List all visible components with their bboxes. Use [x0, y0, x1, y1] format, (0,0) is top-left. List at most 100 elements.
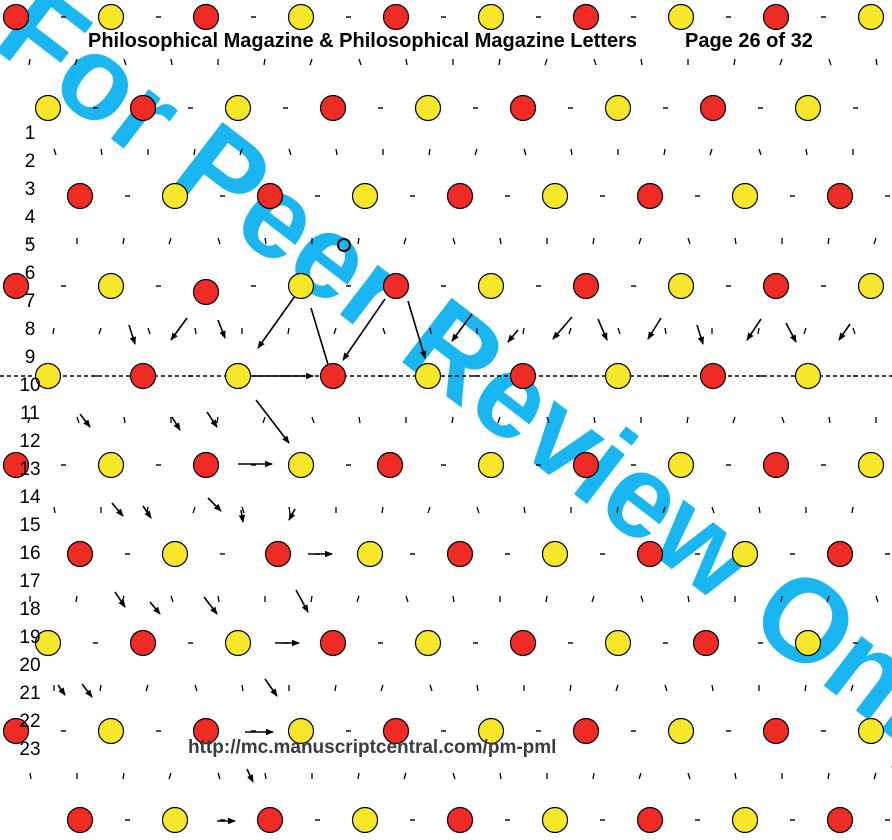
tick-mark: [53, 148, 57, 156]
atom-red: [192, 3, 220, 31]
tick-mark: [522, 327, 525, 335]
atom-yellow: [477, 451, 505, 479]
atom-red: [826, 182, 854, 210]
line-number: 15: [19, 515, 41, 536]
atom-red: [826, 540, 854, 568]
atom-red: [2, 451, 30, 479]
displacement-arrow: [206, 411, 218, 428]
tick-mark: [145, 684, 149, 692]
line-number: 7: [24, 291, 36, 312]
displacement-arrow: [149, 601, 161, 615]
atom-yellow: [731, 540, 759, 568]
tick-mark: [357, 237, 360, 245]
tick-mark: [29, 772, 32, 780]
atom-yellow: [604, 362, 632, 390]
displacement-arrow: [255, 399, 290, 444]
tick-mark: [403, 237, 407, 245]
atom-yellow: [287, 272, 315, 300]
atom-red: [762, 3, 790, 31]
atom-yellow: [287, 451, 315, 479]
atom-yellow: [857, 3, 885, 31]
tick-mark: [640, 595, 644, 603]
atom-yellow: [414, 362, 442, 390]
atom-lattice: [2, 3, 885, 834]
tick-mark: [523, 506, 526, 514]
tick-mark: [827, 772, 830, 780]
displacement-arrow: [552, 316, 573, 340]
tick-mark: [241, 684, 244, 692]
tick-mark: [264, 772, 267, 780]
tick-mark: [335, 148, 338, 156]
tick-mark: [382, 327, 386, 335]
atom-red: [572, 717, 600, 745]
tick-mark: [333, 327, 337, 335]
tick-mark: [850, 684, 854, 692]
displacement-arrow: [238, 509, 246, 523]
tick-mark: [403, 772, 407, 780]
atom-yellow: [794, 629, 822, 657]
displacement-arrow: [81, 683, 93, 698]
tick-mark: [875, 595, 879, 603]
displacement-arrow: [597, 318, 608, 341]
tick-mark: [123, 416, 126, 424]
displacement-arrow: [785, 322, 797, 343]
displacement-arrow: [203, 596, 218, 615]
tick-mark: [263, 58, 266, 66]
atom-red: [129, 362, 157, 390]
line-number: 3: [24, 179, 36, 200]
tick-mark: [828, 58, 832, 66]
atom-red: [382, 3, 410, 31]
tick-mark: [451, 416, 454, 424]
line-number: 10: [19, 375, 41, 396]
displacement-arrow: [207, 497, 222, 512]
tick-mark: [616, 506, 619, 514]
tick-mark: [734, 772, 737, 780]
tick-mark: [758, 148, 762, 156]
line-number: 8: [24, 319, 36, 340]
atom-red: [509, 94, 537, 122]
atom-red: [509, 629, 537, 657]
atom-red: [66, 806, 94, 834]
tick-mark: [497, 416, 501, 424]
tick-mark: [27, 416, 31, 424]
tick-mark: [356, 595, 360, 603]
tick-mark: [617, 327, 621, 335]
atom-yellow: [351, 182, 379, 210]
tick-mark: [779, 58, 783, 66]
tick-mark: [568, 327, 572, 335]
displacement-arrow: [171, 416, 181, 431]
atom-red: [636, 806, 664, 834]
atom-red: [319, 94, 347, 122]
displacement-arrow: [264, 678, 278, 697]
atom-yellow: [541, 540, 569, 568]
displacement-arrow: [128, 324, 136, 345]
atom-red: [762, 717, 790, 745]
displacement-arrow: [57, 684, 66, 696]
tick-mark: [732, 416, 736, 424]
tick-mark: [28, 58, 31, 66]
line-number: 12: [19, 431, 41, 452]
atom-yellow: [414, 94, 442, 122]
tick-mark: [334, 684, 337, 692]
atom-yellow: [161, 540, 189, 568]
tick-mark: [311, 416, 315, 424]
tick-mark: [287, 327, 290, 335]
tick-mark: [476, 684, 479, 692]
atom-yellow: [667, 272, 695, 300]
line-number: 14: [19, 487, 41, 508]
tick-mark: [357, 772, 360, 780]
tick-mark: [122, 237, 125, 245]
atom-yellow: [794, 94, 822, 122]
tick-mark: [709, 148, 713, 156]
tick-mark: [687, 595, 690, 603]
displacement-arrow: [246, 768, 254, 783]
tick-mark: [592, 237, 595, 245]
tick-mark: [662, 506, 666, 514]
atom-red: [446, 182, 474, 210]
atom-red: [66, 540, 94, 568]
atom-red: [192, 717, 220, 745]
displacement-arrow: [111, 502, 124, 517]
tick-mark: [875, 58, 878, 66]
